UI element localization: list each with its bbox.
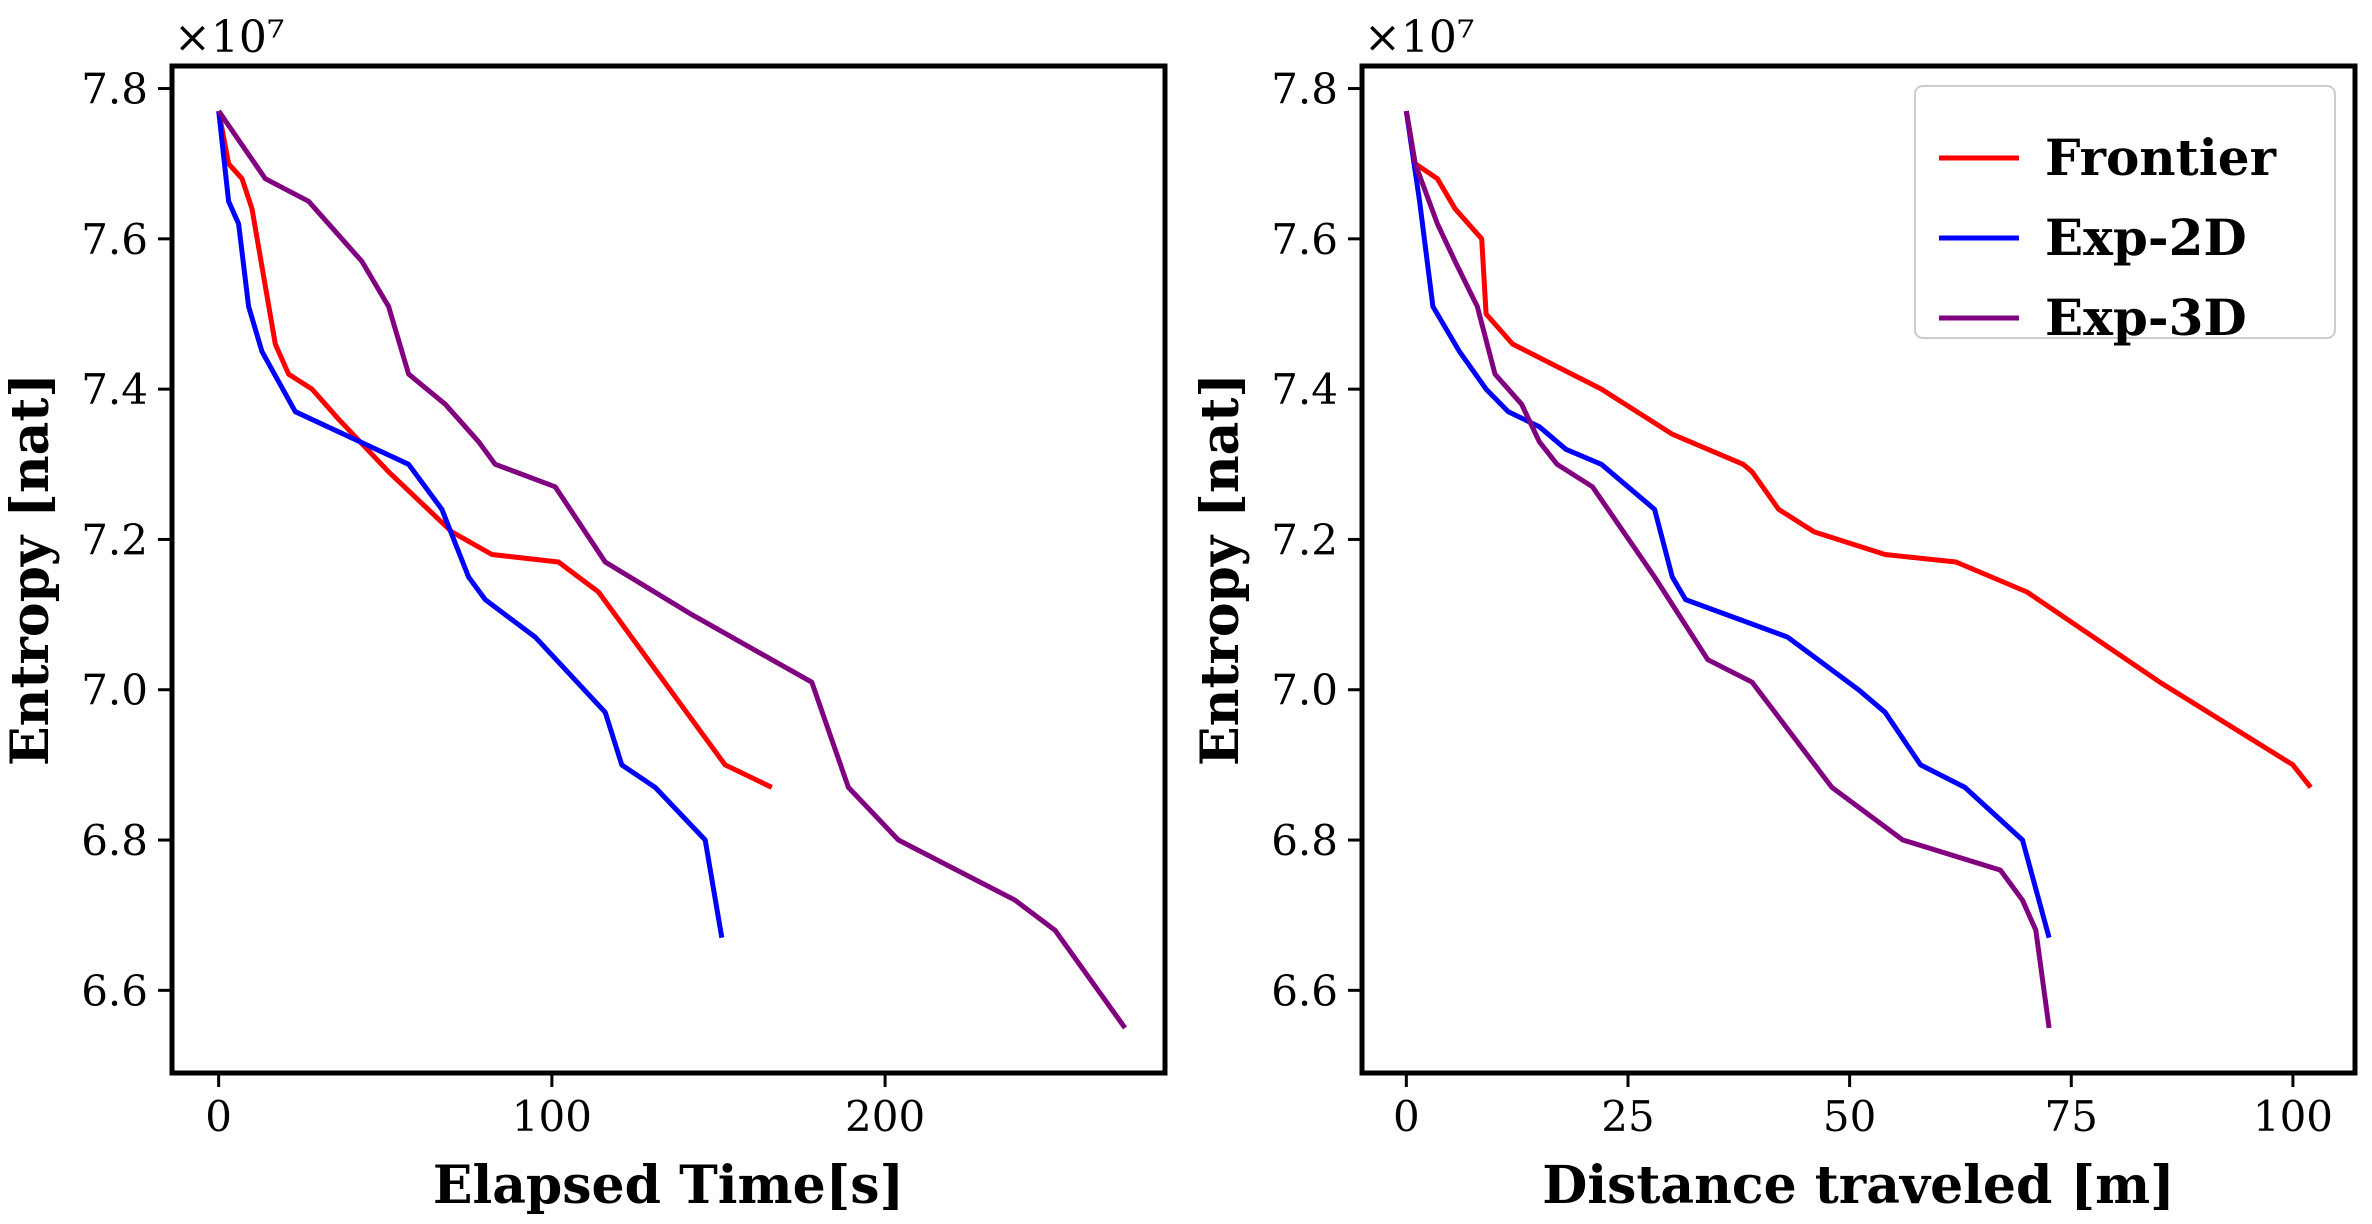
x-tick-label: 0 (1393, 1092, 1420, 1141)
series-line-exp-3d (1403, 110, 2052, 1029)
series-line-frontier (216, 110, 773, 790)
plot-frame (169, 63, 1168, 1076)
y-tick-label: 7.6 (1271, 215, 1338, 264)
legend-box (1914, 85, 2336, 339)
y-axis-label: Entropy [nat] (0, 373, 61, 766)
y-tick-label: 7.2 (81, 515, 148, 564)
y-tick-label: 6.8 (81, 816, 148, 865)
y-tick-label: 7.2 (1271, 515, 1338, 564)
y-tick-label: 7.6 (81, 215, 148, 264)
chart-panel-2: 0 25 50 75 100 6.6 6.8 7.0 7.2 7.4 7.6 7.8 ×10⁷ Dista… (1190, 12, 2358, 1216)
y-tick-label: 6.8 (1271, 816, 1338, 865)
x-tick-label: 75 (2045, 1092, 2098, 1141)
x-tick-label: 25 (1601, 1092, 1654, 1141)
x-axis-label: Elapsed Time[s] (433, 1155, 904, 1216)
series-line-exp-2d (216, 110, 725, 939)
y-scale-multiplier: ×10⁷ (174, 12, 285, 63)
x-tick-label: 200 (845, 1092, 925, 1141)
y-scale-multiplier: ×10⁷ (1364, 12, 1475, 63)
legend-label-exp-2d: Exp-2D (2045, 208, 2247, 267)
legend-label-frontier: Frontier (2045, 128, 2277, 187)
y-tick-label: 7.8 (1271, 65, 1338, 114)
y-tick-label: 7.0 (1271, 666, 1338, 715)
chart-panel-1: 0 100 200 6.6 6.8 7.0 7.2 7.4 7.6 7.8 ×10⁷ Elapsed … (0, 12, 1168, 1216)
y-axis-label: Entropy [nat] (1190, 373, 1251, 766)
x-axis-label: Distance traveled [m] (1542, 1155, 2174, 1216)
x-tick-label: 0 (205, 1092, 232, 1141)
plot-frame (1359, 63, 2358, 1076)
y-tick-label: 7.4 (1271, 365, 1338, 414)
y-tick-label: 6.6 (81, 966, 148, 1015)
series-line-exp-2d (1403, 110, 2052, 939)
series-line-frontier (1403, 110, 2313, 789)
x-tick-label: 100 (512, 1092, 592, 1141)
y-tick-label: 7.8 (81, 65, 148, 114)
y-tick-label: 6.6 (1271, 966, 1338, 1015)
y-tick-label: 7.4 (81, 365, 148, 414)
x-tick-label: 100 (2253, 1092, 2333, 1141)
y-tick-label: 7.0 (81, 666, 148, 715)
series-line-exp-3d (216, 109, 1128, 1030)
x-tick-label: 50 (1823, 1092, 1876, 1141)
legend-label-exp-3d: Exp-3D (2045, 288, 2247, 347)
legend: Frontier Exp-2D Exp-3D (1914, 85, 2336, 347)
